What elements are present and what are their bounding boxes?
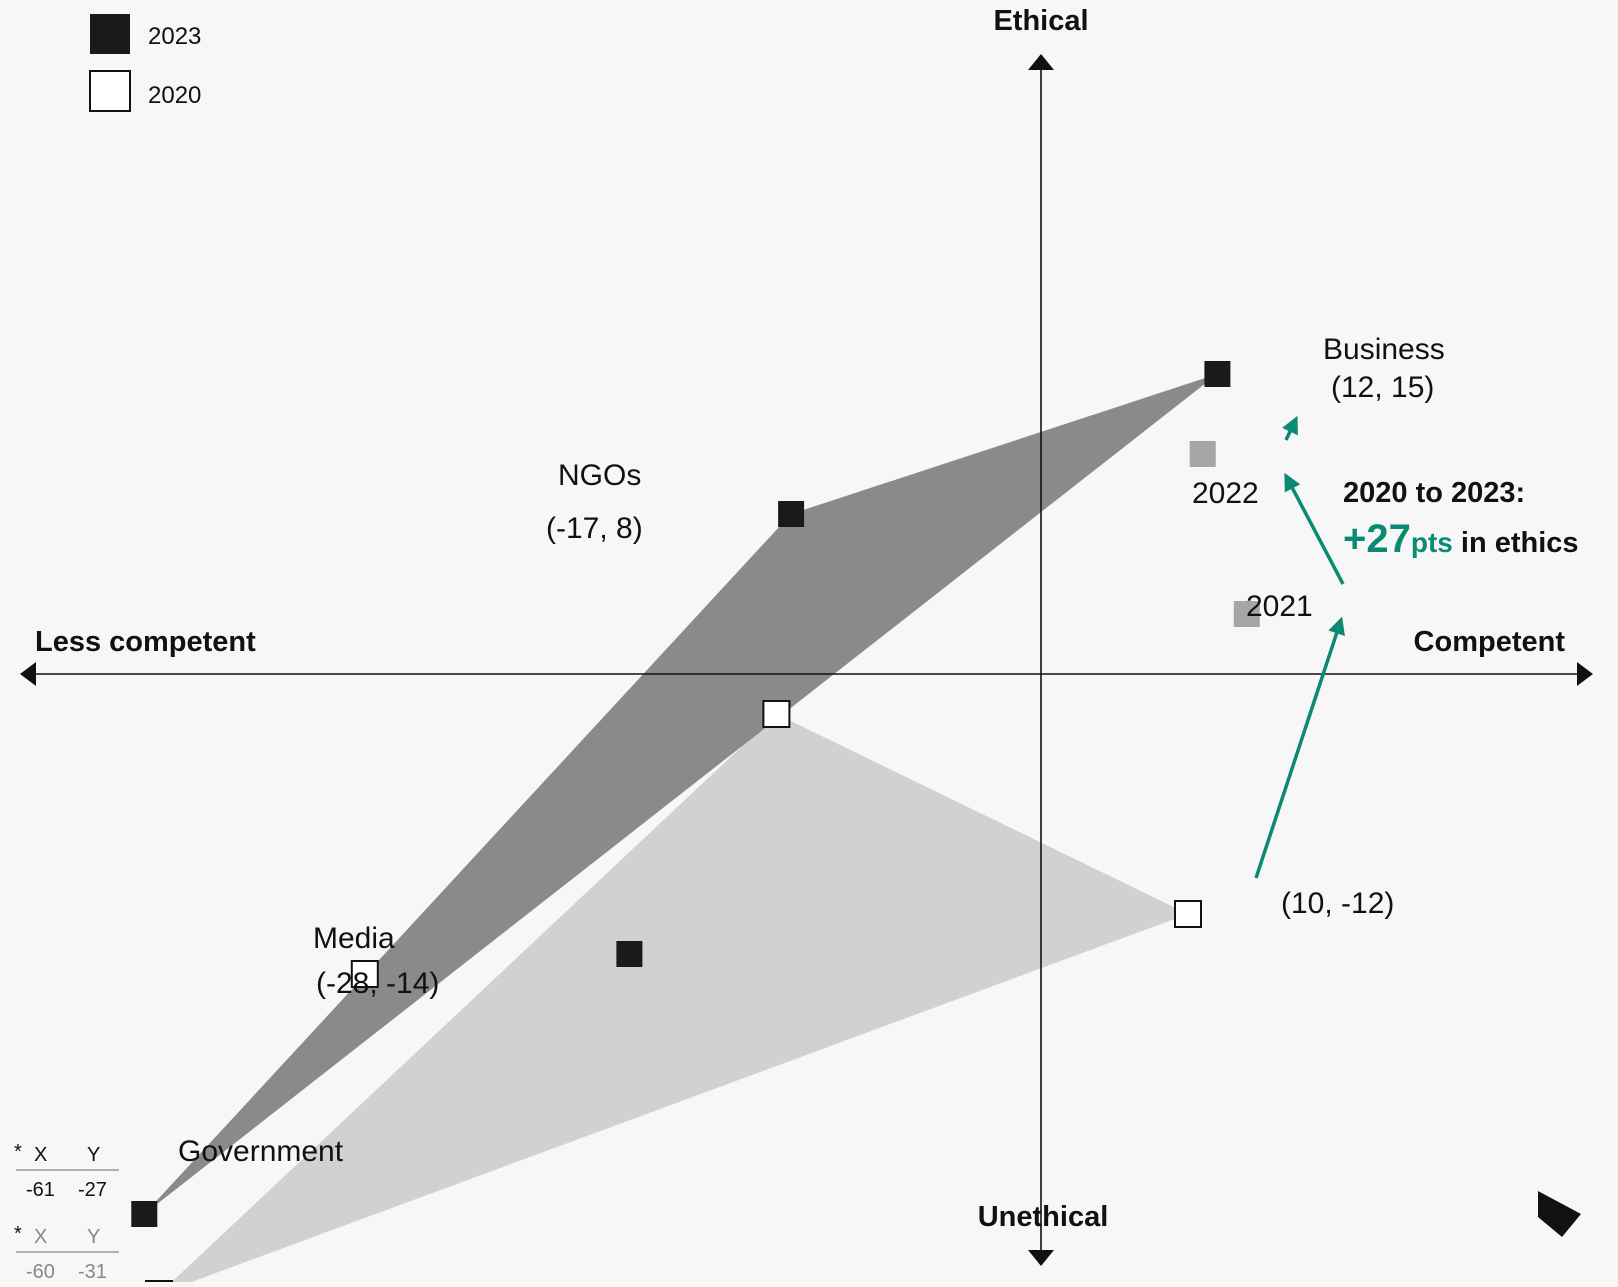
trajectory-arrow-2020-2021 [1254,616,1345,879]
trajectory-arrow-2022-2023 [1282,415,1298,441]
legend-label-2023: 2023 [148,23,201,50]
gov-table-header-x-2023: X [34,1144,47,1166]
gov-table-marker-2023: * [14,1141,22,1163]
polygon-2020 [166,714,1188,1287]
annotation-unit: pts [1411,527,1453,558]
label-media: Media [313,922,395,955]
x-axis-left-arrow [20,662,36,686]
marker-2020-ngos [762,700,791,728]
label-ngos: NGOs [558,459,641,492]
gov-table-value-x-2020: -60 [26,1261,55,1282]
axis-label-less-competent: Less competent [35,626,256,658]
legend-swatch-2020 [89,70,131,112]
marker-2023-government [131,1201,158,1227]
label-business-2023-coords: (12, 15) [1331,371,1434,404]
marker-2023-ngos [778,501,805,527]
polygon-2023 [144,374,1218,1214]
y-axis-bottom-arrow [1028,1250,1054,1266]
gov-table-value-x-2023: -61 [26,1179,55,1201]
annotation-line2: +27pts in ethics [1343,517,1579,561]
marker-2023-business [1204,361,1231,387]
label-2021: 2021 [1246,590,1313,623]
marker-2023-media [616,941,643,967]
axis-label-unethical: Unethical [978,1201,1109,1233]
y-axis-top-arrow [1028,54,1054,70]
gov-table-header-y-2020: Y [87,1226,100,1248]
gov-table-header-x-2020: X [34,1226,47,1248]
marker-2020-business [1174,900,1202,928]
label-government: Government [178,1135,344,1168]
axis-label-competent: Competent [1414,626,1566,658]
gov-table-value-y-2023: -27 [78,1179,107,1201]
marker-2022 [1189,441,1216,467]
axis-label-ethical: Ethical [993,5,1088,37]
label-business-2020-coords: (10, -12) [1281,887,1394,920]
label-ngos-2023-coords: (-17, 8) [546,512,643,545]
gov-table-header-y-2023: Y [87,1144,100,1166]
label-media-2023-coords: (-28, -14) [316,967,439,1000]
x-axis-right-arrow [1577,662,1593,686]
marker-2021 [1233,601,1260,627]
label-business: Business [1323,333,1445,366]
markers [131,361,1260,1287]
annotation-suffix: in ethics [1453,527,1579,559]
gov-table-marker-2020: * [14,1223,22,1245]
gov-table-value-y-2020: -31 [78,1261,107,1282]
corner-arrow-icon[interactable] [1538,1191,1581,1237]
label-2022: 2022 [1192,477,1259,510]
legend-label-2020: 2020 [148,82,201,109]
trajectory-arrow-2021-2022 [1284,472,1345,585]
annotation-value: +27 [1343,517,1411,561]
marker-2020-media [350,960,379,988]
legend-swatch-2023 [90,14,130,54]
annotation-line1: 2020 to 2023: [1343,477,1525,509]
